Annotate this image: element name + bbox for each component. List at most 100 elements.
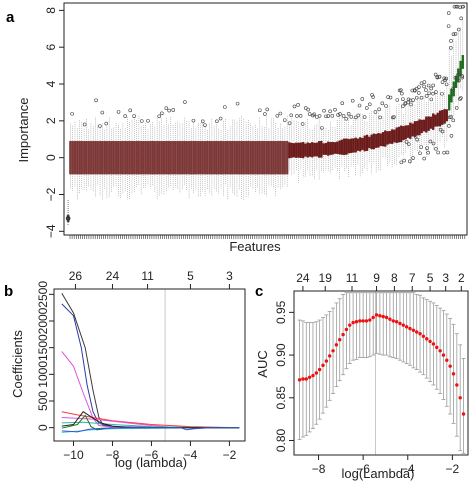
auc-point (364, 319, 369, 323)
auc-point (461, 412, 466, 416)
outlier-point (183, 100, 187, 104)
box-tentative (379, 133, 382, 147)
panel-b-xlabel: log (lambda) (115, 455, 187, 470)
box-rejected (274, 140, 277, 175)
outlier-point (440, 129, 445, 134)
outlier-point (428, 139, 433, 144)
outlier-point (349, 115, 354, 119)
outlier-point (429, 86, 433, 91)
outlier-point (320, 126, 324, 130)
box-tentative (338, 140, 341, 155)
outlier-point (340, 101, 345, 106)
outlier-point (437, 75, 442, 79)
box-rejected (94, 140, 97, 175)
box-tentative (381, 132, 385, 147)
outlier-point (422, 156, 427, 161)
box-rejected (267, 140, 271, 175)
auc-point (381, 314, 385, 319)
box-tentative (386, 131, 389, 145)
outlier-point (70, 111, 74, 116)
outlier-point (419, 95, 424, 100)
top-tick-label: 5 (187, 269, 194, 283)
box-tentative (311, 142, 314, 158)
auc-point (314, 371, 319, 375)
auc-point (418, 332, 422, 336)
auc-point (361, 319, 365, 323)
outlier-point (444, 82, 449, 87)
box-rejected (73, 140, 77, 175)
outlier-point (453, 75, 458, 80)
auc-point (324, 359, 329, 363)
box-rejected (240, 140, 243, 175)
panel-c-ylabel: AUC (255, 350, 270, 377)
auc-point (341, 332, 345, 337)
coefficient-path (61, 427, 240, 433)
outlier-point (444, 76, 448, 81)
box-tentative (374, 133, 378, 148)
box-rejected (272, 140, 275, 175)
outlier-point (371, 95, 375, 99)
y-tick-label: −4 (44, 224, 58, 238)
outlier-point (454, 106, 459, 110)
outlier-point (306, 107, 310, 112)
auc-point (354, 320, 359, 324)
box-rejected (233, 140, 236, 175)
outlier-point (386, 95, 390, 99)
box-rejected (210, 140, 214, 175)
outlier-point (289, 113, 294, 118)
box-tentative (304, 143, 307, 157)
outlier-point (438, 127, 443, 132)
top-tick-label: 5 (427, 271, 434, 285)
box-tentative (395, 127, 398, 144)
box-rejected (231, 140, 234, 175)
auc-point (448, 364, 452, 368)
box-tentative (299, 142, 303, 158)
outlier-point (416, 91, 421, 95)
box-rejected (178, 140, 182, 175)
outlier-point (451, 118, 456, 123)
auc-point (441, 353, 446, 357)
outlier-point (116, 110, 121, 114)
coefficient-path (61, 427, 240, 433)
box-rejected (247, 140, 250, 175)
box-rejected (133, 140, 136, 175)
outlier-point (384, 104, 388, 108)
outlier-point (287, 121, 292, 125)
x-tick-label: −6 (356, 462, 370, 476)
outlier-point (401, 97, 405, 102)
box-tentative (336, 141, 339, 154)
outlier-point (380, 101, 385, 106)
box-rejected (137, 140, 141, 175)
outlier-point (346, 112, 351, 116)
box-rejected (174, 140, 177, 175)
outlier-point (426, 150, 430, 155)
outlier-point (413, 88, 417, 93)
outlier-point (341, 114, 346, 118)
box-rejected (270, 140, 273, 175)
box-rejected (80, 140, 84, 175)
box-tentative (329, 142, 332, 155)
auc-point (327, 354, 332, 358)
outlier-point (459, 16, 463, 21)
outlier-point (164, 106, 169, 110)
auc-point (388, 317, 392, 321)
outlier-point (191, 118, 196, 123)
outlier-point (429, 97, 434, 102)
box-rejected (108, 140, 111, 175)
box-rejected (82, 140, 86, 175)
outlier-point (459, 96, 463, 100)
box-confirmed (459, 60, 462, 77)
box-rejected (146, 140, 150, 175)
outlier-point (167, 108, 171, 113)
outlier-point (367, 102, 372, 107)
panel-c-errorbars (297, 292, 466, 454)
box-rejected (105, 140, 109, 175)
outlier-point (431, 83, 435, 88)
outlier-point (456, 73, 460, 77)
box-rejected (260, 140, 264, 175)
auc-point (301, 377, 305, 381)
auc-point (321, 363, 325, 368)
box-tentative (306, 142, 309, 158)
outlier-point (419, 145, 424, 149)
